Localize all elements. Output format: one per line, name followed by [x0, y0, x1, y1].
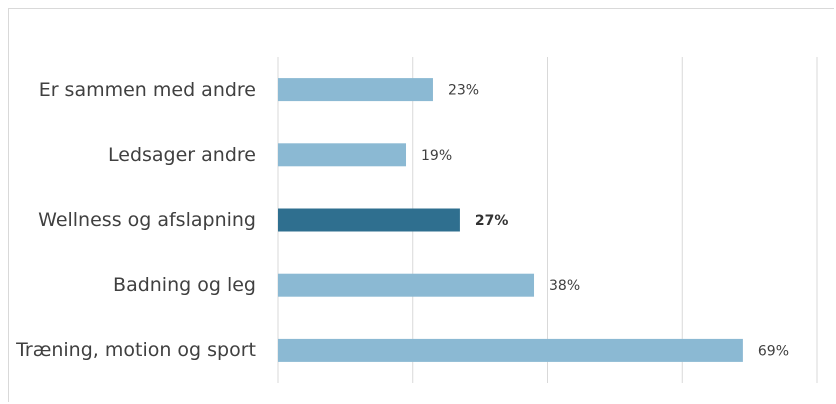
bar — [278, 78, 433, 102]
category-label: Badning og leg — [113, 274, 256, 297]
bar — [278, 338, 743, 362]
value-label: 38% — [549, 278, 580, 294]
value-label: 27% — [475, 213, 509, 229]
value-label: 19% — [421, 148, 452, 164]
bar — [278, 273, 535, 297]
value-label: 69% — [758, 343, 789, 359]
category-label: Er sammen med andre — [38, 78, 256, 101]
bar — [278, 143, 407, 167]
category-label: Træning, motion og sport — [16, 339, 256, 362]
value-label: 23% — [448, 83, 479, 99]
chart-frame — [8, 8, 834, 402]
bar — [278, 208, 460, 232]
category-label: Wellness og afslapning — [38, 209, 256, 231]
category-label: Ledsager andre — [108, 143, 256, 166]
